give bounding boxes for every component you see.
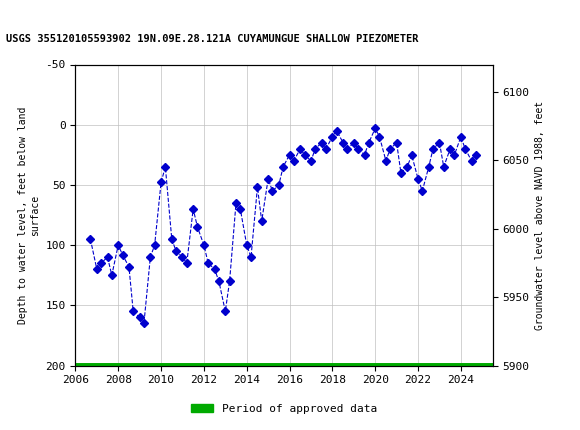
Text: USGS 355120105593902 19N.09E.28.121A CUYAMUNGUE SHALLOW PIEZOMETER: USGS 355120105593902 19N.09E.28.121A CUY… (6, 34, 418, 44)
Legend: Period of approved data: Period of approved data (187, 399, 382, 418)
Y-axis label: Depth to water level, feet below land
surface: Depth to water level, feet below land su… (19, 106, 40, 324)
Text: ▣USGS: ▣USGS (6, 6, 56, 24)
Y-axis label: Groundwater level above NAVD 1988, feet: Groundwater level above NAVD 1988, feet (535, 101, 545, 329)
